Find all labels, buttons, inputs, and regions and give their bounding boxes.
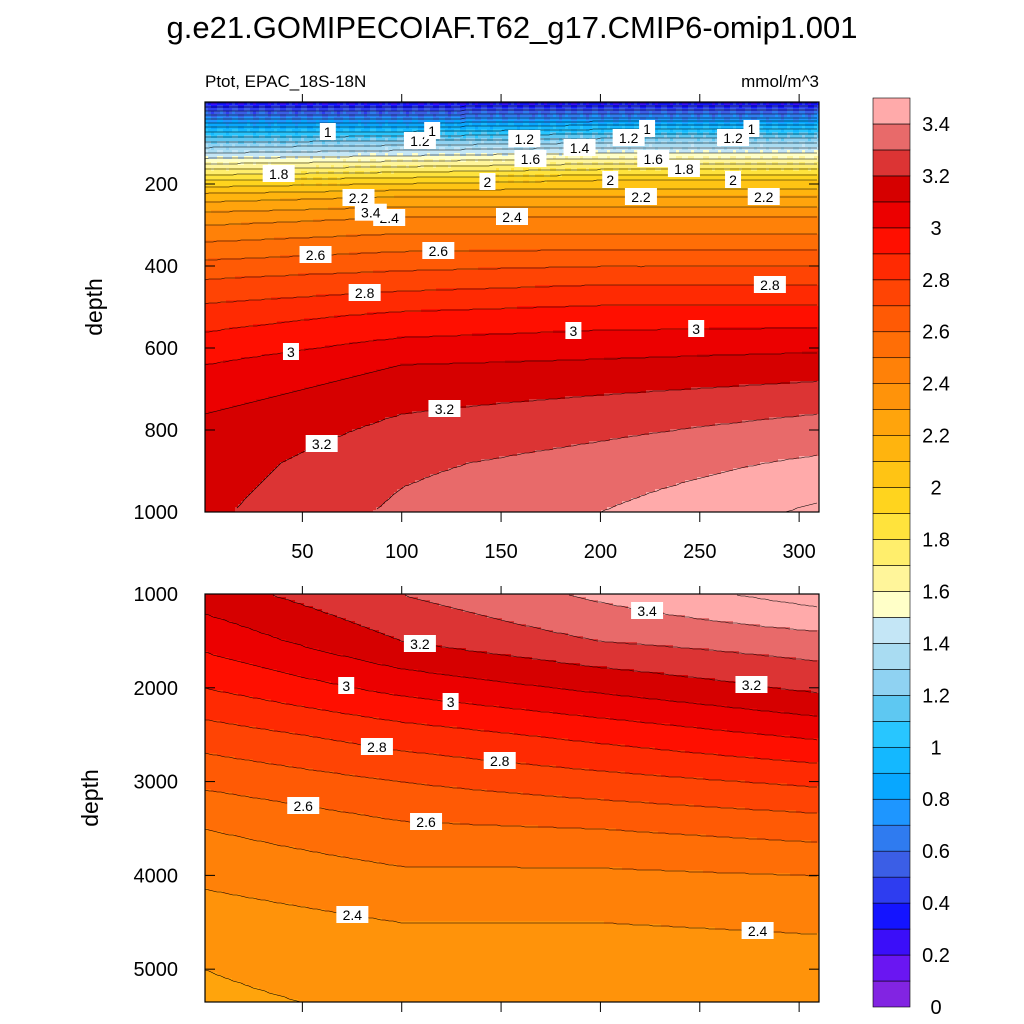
figure: g.e21.GOMIPECOIAF.T62_g17.CMIP6-omip1.00… (0, 0, 1024, 1024)
region-label: Ptot, EPAC_18S-18N (205, 72, 366, 91)
units-label: mmol/m^3 (741, 72, 819, 91)
chart-title: g.e21.GOMIPECOIAF.T62_g17.CMIP6-omip1.00… (167, 10, 858, 45)
